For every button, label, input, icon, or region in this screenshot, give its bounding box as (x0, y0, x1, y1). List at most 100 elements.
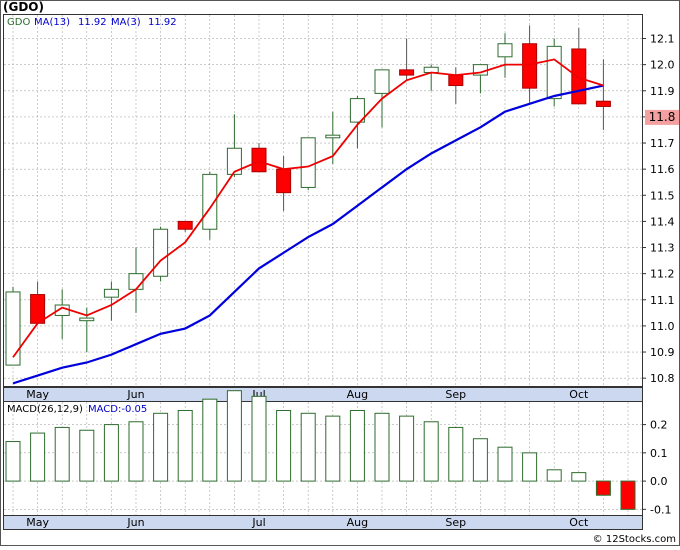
candle-body (202, 173, 218, 230)
month-label: Oct (569, 516, 589, 529)
candle-body (177, 220, 193, 230)
macd-bar (595, 480, 611, 496)
candle-body (595, 100, 611, 107)
macd-bar (226, 390, 242, 482)
candle-body (276, 168, 292, 194)
macd-bar (202, 398, 218, 482)
macd-legend-value: MACD:-0.05 (88, 404, 147, 415)
price-tick-label: 12.1 (650, 33, 675, 46)
candle (497, 33, 513, 78)
macd-bar (571, 472, 587, 482)
price-tick-label: 11.5 (650, 189, 675, 202)
legend-ma13-label: MA(13) (34, 17, 70, 28)
candle-body (5, 291, 21, 366)
candle-body (349, 98, 365, 123)
macd-bar (54, 426, 70, 482)
macd-bar (30, 432, 46, 482)
macd-y-axis: -0.1 0.0 0.1 0.2 (642, 419, 671, 516)
macd-bar (79, 429, 95, 482)
candle-body (103, 288, 119, 298)
macd-tick-label: 0.2 (650, 419, 668, 432)
candle (251, 143, 267, 173)
macd-bar (103, 424, 119, 482)
macd-bar (325, 415, 341, 482)
macd-bar (546, 469, 562, 482)
price-tick-label: 11.1 (650, 294, 675, 307)
chart-title: (GDO) (3, 0, 44, 14)
month-label: Sep (445, 388, 466, 401)
candle (522, 25, 538, 104)
price-month-band (3, 387, 643, 402)
legend-ma3-value: 11.92 (148, 17, 177, 28)
last-price-box (645, 109, 679, 125)
candle-body (571, 48, 587, 105)
candle-body (251, 147, 267, 173)
candle (399, 38, 415, 81)
candle-body (325, 134, 341, 139)
macd-bar (423, 421, 439, 482)
price-tick-label: 10.8 (650, 372, 675, 385)
candle-body (374, 69, 390, 94)
candle (153, 226, 169, 282)
price-tick-label: 11.2 (650, 268, 675, 281)
month-label: Jul (251, 516, 265, 529)
candle-body (153, 228, 169, 277)
macd-bar (300, 412, 316, 482)
price-panel: 10.8 10.9 11.0 11.1 11.2 11.3 11.4 11.5 11.6 11.7… (3, 14, 679, 387)
candle (226, 114, 242, 177)
candle-body (300, 137, 316, 188)
candle (276, 156, 292, 211)
price-tick-label: 11.0 (650, 320, 675, 333)
macd-bar (153, 412, 169, 482)
candle-body (128, 273, 144, 290)
macd-month-axis: May Jun Jul Aug Sep Oct (26, 516, 589, 529)
price-tick-label: 12.0 (650, 59, 675, 72)
month-label: Sep (445, 516, 466, 529)
price-tick-label: 11.9 (650, 85, 675, 98)
candle-body (79, 317, 95, 322)
macd-tick-label: 0.1 (650, 447, 668, 460)
price-y-axis: 10.8 10.9 11.0 11.1 11.2 11.3 11.4 11.5 11.6 11.7… (642, 33, 675, 385)
candle-body (546, 45, 562, 100)
macd-bar (128, 421, 144, 482)
macd-tick-label: 0.0 (650, 475, 668, 488)
candle (5, 286, 21, 366)
macd-bar (522, 452, 538, 482)
macd-legend-label: MACD(26,12,9) (7, 404, 83, 415)
macd-plot-frame (3, 401, 643, 516)
month-label: Aug (347, 388, 368, 401)
macd-bar (349, 409, 365, 482)
candle-body (399, 69, 415, 76)
price-tick-label: 11.4 (650, 215, 675, 228)
candle-body (522, 43, 538, 89)
ma3-line (12, 58, 604, 358)
month-label: Jun (126, 388, 144, 401)
macd-month-band (3, 515, 643, 530)
month-label: May (26, 516, 49, 529)
candle (177, 220, 193, 232)
candle (595, 59, 611, 130)
candle (30, 281, 46, 324)
month-label: May (26, 388, 49, 401)
price-tick-label: 11.7 (650, 137, 675, 150)
price-legend: GDO MA(13) 11.92 MA(3) 11.92 (7, 17, 177, 28)
macd-bars (5, 390, 636, 510)
candle (202, 171, 218, 240)
last-price-tag: 11.8 (645, 109, 679, 125)
candle-body (497, 43, 513, 58)
macd-bar (374, 412, 390, 482)
watermark: © 12Stocks.com (593, 534, 676, 545)
candle-body (448, 74, 464, 87)
month-label: Aug (347, 516, 368, 529)
macd-bar (497, 446, 513, 482)
month-label: Oct (569, 388, 589, 401)
candle-body (226, 147, 242, 175)
macd-tick-label: -0.1 (650, 503, 671, 516)
macd-bar (177, 409, 193, 482)
month-label: Jun (126, 516, 144, 529)
price-tick-label: 11.3 (650, 242, 675, 255)
candle (103, 281, 119, 321)
macd-panel: -0.1 0.0 0.1 0.2 MACD(26,12,9) MACD:-0.05 (3, 390, 671, 516)
